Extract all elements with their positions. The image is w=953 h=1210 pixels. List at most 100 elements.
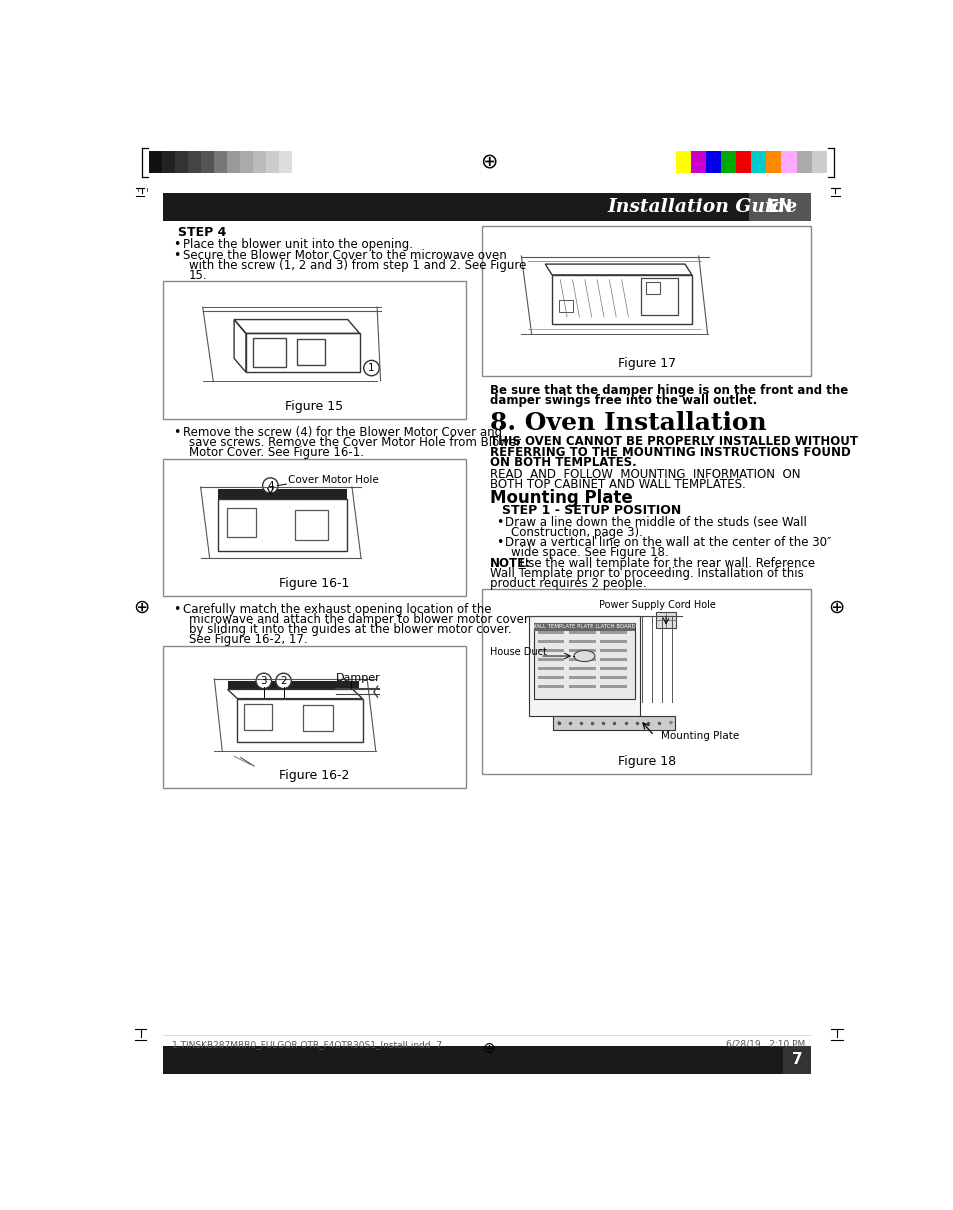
Text: Figure 17: Figure 17 xyxy=(617,357,675,370)
Text: 7: 7 xyxy=(791,1053,801,1067)
Text: Motor Cover. See Figure 16-1.: Motor Cover. See Figure 16-1. xyxy=(189,446,364,460)
Text: ON BOTH TEMPLATES.: ON BOTH TEMPLATES. xyxy=(489,455,636,468)
Bar xyxy=(569,667,595,670)
Text: wide space. See Figure 18.: wide space. See Figure 18. xyxy=(511,547,668,559)
Bar xyxy=(705,151,720,173)
Bar xyxy=(533,623,634,632)
Text: Figure 16-2: Figure 16-2 xyxy=(279,770,350,783)
Text: Place the blower unit into the opening.: Place the blower unit into the opening. xyxy=(183,238,413,252)
Text: •: • xyxy=(496,536,503,549)
Bar xyxy=(227,681,359,688)
Bar xyxy=(569,658,595,661)
Bar xyxy=(537,685,563,688)
Bar xyxy=(736,151,750,173)
Bar xyxy=(599,667,626,670)
Bar xyxy=(296,339,324,365)
Bar xyxy=(163,1047,810,1073)
Text: •: • xyxy=(173,604,181,616)
Bar xyxy=(188,151,201,173)
Text: +: + xyxy=(666,720,673,726)
Bar xyxy=(811,151,826,173)
Bar xyxy=(537,632,563,634)
Text: 15.: 15. xyxy=(189,269,208,282)
Text: Figure 18: Figure 18 xyxy=(617,755,675,768)
Bar xyxy=(528,616,639,716)
Bar xyxy=(481,226,810,376)
Text: product requires 2 people.: product requires 2 people. xyxy=(489,577,645,590)
Text: Draw a vertical line on the wall at the center of the 30″: Draw a vertical line on the wall at the … xyxy=(505,536,831,549)
Bar xyxy=(266,151,278,173)
Bar xyxy=(552,275,691,324)
Text: damper swings free into the wall outlet.: damper swings free into the wall outlet. xyxy=(489,394,756,407)
Bar xyxy=(163,192,810,220)
Text: EN: EN xyxy=(767,197,792,215)
Text: Use the wall template for the rear wall. Reference: Use the wall template for the rear wall.… xyxy=(516,557,814,570)
Text: Damper: Damper xyxy=(335,673,380,682)
Bar xyxy=(163,459,465,595)
Bar xyxy=(675,151,690,173)
Bar xyxy=(765,151,781,173)
Text: ⊕: ⊕ xyxy=(132,598,149,617)
Text: by sliding it into the guides at the blower motor cover.: by sliding it into the guides at the blo… xyxy=(189,623,511,636)
Ellipse shape xyxy=(574,651,595,662)
Text: NOTE:: NOTE: xyxy=(489,557,530,570)
Bar xyxy=(227,508,256,537)
Text: WALL TEMPLATE PLATE (LATCH BOARD): WALL TEMPLATE PLATE (LATCH BOARD) xyxy=(531,624,638,629)
Bar xyxy=(569,632,595,634)
Bar xyxy=(599,676,626,679)
Text: Mounting Plate: Mounting Plate xyxy=(489,489,632,507)
Bar xyxy=(253,338,286,367)
Circle shape xyxy=(255,673,272,688)
Bar xyxy=(227,151,240,173)
Text: •: • xyxy=(173,249,181,263)
Bar xyxy=(781,151,796,173)
Bar xyxy=(558,300,572,312)
Bar xyxy=(599,658,626,661)
Text: Figure 15: Figure 15 xyxy=(285,399,343,413)
Text: Secure the Blower Motor Cover to the microwave oven: Secure the Blower Motor Cover to the mic… xyxy=(183,249,506,263)
Bar xyxy=(748,192,810,220)
Text: Remove the screw (4) for the Blower Motor Cover and: Remove the screw (4) for the Blower Moto… xyxy=(183,426,501,439)
Bar xyxy=(656,612,675,628)
Bar xyxy=(533,623,634,699)
Bar xyxy=(537,649,563,652)
Bar xyxy=(481,589,810,774)
Text: House Duct: House Duct xyxy=(489,647,546,657)
Text: Construction, page 3).: Construction, page 3). xyxy=(511,526,642,540)
Bar xyxy=(163,646,465,788)
Text: +: + xyxy=(555,720,561,726)
Bar xyxy=(240,151,253,173)
Text: •: • xyxy=(173,238,181,252)
Bar xyxy=(796,151,811,173)
Text: ⊕: ⊕ xyxy=(482,1041,495,1055)
Bar xyxy=(278,151,292,173)
Text: BOTH TOP CABINET AND WALL TEMPLATES.: BOTH TOP CABINET AND WALL TEMPLATES. xyxy=(489,478,744,491)
Bar xyxy=(569,640,595,643)
Text: ⊕: ⊕ xyxy=(828,598,844,617)
Bar xyxy=(537,667,563,670)
Text: 8. Oven Installation: 8. Oven Installation xyxy=(489,411,765,434)
Bar xyxy=(599,640,626,643)
Bar xyxy=(645,282,659,294)
Bar xyxy=(218,489,347,499)
Text: Be sure that the damper hinge is on the front and the: Be sure that the damper hinge is on the … xyxy=(489,384,847,397)
Bar xyxy=(782,1047,810,1073)
Text: Wall Template prior to proceeding. Installation of this: Wall Template prior to proceeding. Insta… xyxy=(489,567,802,580)
Bar xyxy=(163,282,465,419)
Bar xyxy=(599,649,626,652)
Text: Figure 16-1: Figure 16-1 xyxy=(279,577,350,589)
Bar xyxy=(569,685,595,688)
Bar xyxy=(599,685,626,688)
Bar xyxy=(599,632,626,634)
Bar xyxy=(162,151,174,173)
Text: 4: 4 xyxy=(267,480,274,490)
Text: STEP 1 - SETUP POSITION: STEP 1 - SETUP POSITION xyxy=(501,505,680,517)
Text: microwave and attach the damper to blower motor cover: microwave and attach the damper to blowe… xyxy=(189,613,528,627)
Text: Draw a line down the middle of the studs (see Wall: Draw a line down the middle of the studs… xyxy=(505,517,806,529)
Bar xyxy=(537,640,563,643)
Bar xyxy=(174,151,188,173)
Text: Cover Motor Hole: Cover Motor Hole xyxy=(288,476,378,485)
Bar xyxy=(750,151,765,173)
Text: 6/28/19   2:10 PM: 6/28/19 2:10 PM xyxy=(725,1039,804,1049)
Text: READ  AND  FOLLOW  MOUNTING  INFORMATION  ON: READ AND FOLLOW MOUNTING INFORMATION ON xyxy=(489,468,800,480)
